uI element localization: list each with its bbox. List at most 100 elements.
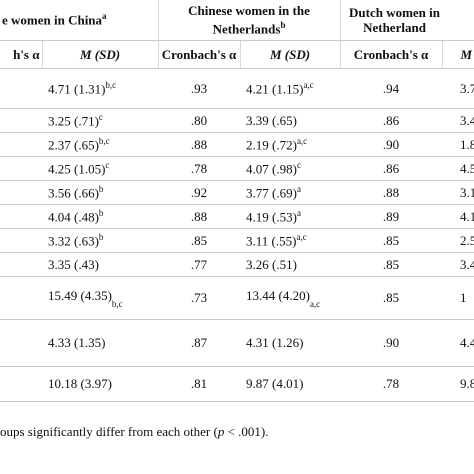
table-cell: 3.32 (.63)b — [42, 228, 159, 253]
table-cell: 3.11 (.55)a,c — [240, 228, 341, 253]
cell-text: 3.1 — [460, 184, 474, 200]
table-cell: 4.19 (.53)a — [240, 204, 341, 229]
table-cell: 3.7 — [442, 68, 474, 109]
column-header: M — [442, 40, 474, 69]
cell-superscript: a — [296, 183, 301, 194]
table-cell: 3.39 (.65) — [240, 108, 341, 133]
cell-text: 3.32 (.63) — [48, 233, 99, 249]
table-cell: .78 — [158, 156, 241, 181]
cell-subscript: a,c — [309, 298, 321, 309]
cell-text: e women in China — [2, 12, 103, 28]
cell-text: .85 — [382, 256, 400, 272]
table-cell: .87 — [158, 319, 241, 367]
cell-text: 2.37 (.65) — [48, 137, 99, 153]
table-cell: 3.4 — [442, 108, 474, 133]
footnote-text: oups significantly differ from each othe… — [0, 424, 218, 439]
table-cell: 4.31 (1.26) — [240, 319, 341, 367]
table-row: 4.25 (1.05)c.784.07 (.98)c.864.52 — [0, 156, 474, 181]
cell-text: 4.52 — [460, 160, 474, 176]
group-header-label: Dutch women in Netherland — [345, 5, 445, 35]
table-cell: 9.87 (4.01) — [240, 366, 341, 402]
table-cell: .78 — [340, 366, 443, 402]
cell-text: 4.04 (.48) — [48, 209, 99, 225]
group-header-row: e women in Chinaa Chinese women in the Ne… — [0, 0, 474, 41]
table-cell — [0, 156, 42, 181]
table-cell: 1.8 — [442, 132, 474, 157]
cell-superscript: b — [280, 20, 286, 31]
cell-text: .86 — [382, 160, 400, 176]
cell-text: .88 — [190, 136, 208, 152]
table-cell: 4.4 — [442, 319, 474, 367]
table-cell: .73 — [158, 276, 241, 320]
table-row: 3.35 (.43) .77 3.26 (.51) .85 3.4 — [0, 252, 474, 277]
table-cell: .88 — [158, 204, 241, 229]
cell-text: .88 — [382, 184, 400, 200]
table-cell: .90 — [340, 132, 443, 157]
footnote-text: < .001). — [224, 424, 269, 439]
footnote-italic: p — [217, 424, 225, 439]
cell-text: .90 — [382, 136, 400, 152]
footnote: oups significantly differ from each othe… — [0, 424, 268, 440]
cell-text: Dutch women in Netherland — [349, 5, 441, 35]
table-cell: 2.19 (.72)a,c — [240, 132, 341, 157]
cell-text: .86 — [382, 112, 400, 128]
table-cell: .89 — [340, 204, 443, 229]
table-cell: .86 — [340, 156, 443, 181]
table-cell: 3.1 — [442, 180, 474, 205]
table-cell: .92 — [158, 180, 241, 205]
table-cell: .88 — [158, 132, 241, 157]
cell-text: 4.19 (.53) — [246, 209, 297, 225]
table-cell: .80 — [158, 108, 241, 133]
table-cell — [0, 252, 42, 277]
cell-superscript: b — [98, 207, 104, 218]
table-cell — [0, 228, 42, 253]
table-row: 4.71 (1.31)b,c .93 4.21 (1.15)a,c .94 3.7 — [0, 68, 474, 109]
cell-superscript: c — [98, 111, 103, 122]
cell-text: .89 — [382, 208, 400, 224]
table-cell — [0, 108, 42, 133]
cell-text: 3.39 (.65) — [246, 112, 297, 128]
cell-text: .90 — [382, 335, 400, 350]
table-cell: 4.1 — [442, 204, 474, 229]
table-row: 3.56 (.66)b .92 3.77 (.69)a .88 3.1 — [0, 180, 474, 205]
group-header-label: e women in Chinaa — [2, 11, 156, 28]
table-row: 15.49 (4.35)b,c .73 13.44 (4.20)a,c .85 1 — [0, 276, 474, 320]
table-cell: 13.44 (4.20)a,c — [240, 276, 341, 320]
cell-text: 2.5 — [460, 232, 474, 248]
table-cell: 4.07 (.98)c — [240, 156, 341, 181]
cell-text: Chinese women in the Netherlands — [188, 3, 310, 37]
group-header: Chinese women in the Netherlandsb — [158, 0, 341, 41]
group-header: Dutch women in Netherland — [340, 0, 474, 41]
cell-superscript: b,c — [105, 79, 117, 90]
table-cell: .85 — [340, 252, 443, 277]
cell-superscript: b — [98, 183, 104, 194]
table-cell: 3.35 (.43) — [42, 252, 159, 277]
table-cell: .90 — [340, 319, 443, 367]
cell-superscript: a,c — [303, 79, 314, 90]
cell-text: 3.7 — [460, 80, 474, 96]
table-cell: 15.49 (4.35)b,c — [42, 276, 159, 320]
cell-text: 4.4 — [460, 335, 474, 350]
table-row: 3.25 (.71)c .80 3.39 (.65) .86 3.4 — [0, 108, 474, 133]
table-row: 3.32 (.63)b .85 3.11 (.55)a,c .85 2.5 — [0, 228, 474, 253]
table-cell: .85 — [340, 228, 443, 253]
cell-text: 4.71 (1.31) — [48, 81, 106, 97]
table-cell — [0, 180, 42, 205]
cell-text: 3.4 — [460, 256, 474, 272]
table-cell — [0, 68, 42, 109]
table-cell: .88 — [340, 180, 443, 205]
cell-text: 1 — [460, 290, 467, 305]
cell-text: 4.21 (1.15) — [246, 81, 304, 97]
cell-text: 4.25 (1.05) — [48, 161, 106, 177]
cell-text: .73 — [190, 290, 208, 305]
cell-text: .94 — [382, 80, 400, 96]
cell-text: 3.4 — [460, 112, 474, 128]
cell-text: 4.31 (1.26) — [246, 335, 304, 350]
table-row: 4.33 (1.35) .87 4.31 (1.26) .90 4.4 — [0, 319, 474, 367]
cell-text: 9.8 — [460, 376, 474, 391]
cell-superscript: b,c — [98, 135, 110, 146]
cell-text: 3.25 (.71) — [48, 113, 99, 129]
cell-text: .81 — [190, 376, 208, 391]
